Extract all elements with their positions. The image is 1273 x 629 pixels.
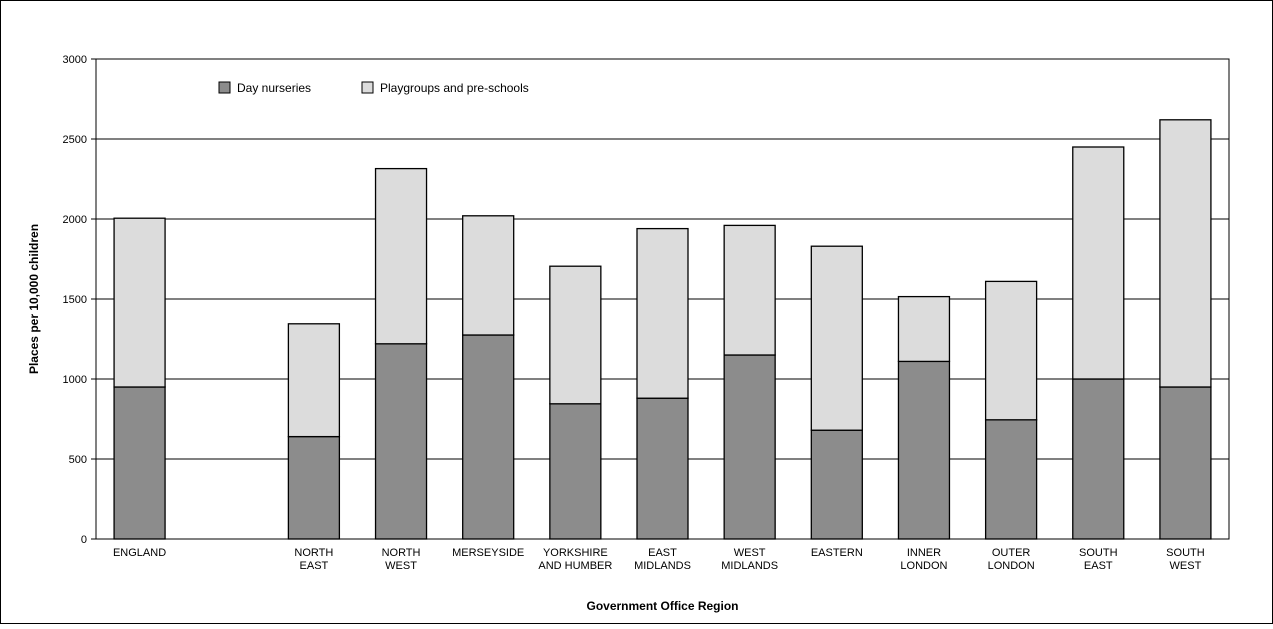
x-category-label: LONDON: [900, 560, 947, 572]
x-category-label: EAST: [300, 560, 329, 572]
legend-swatch-day-nurseries: [218, 81, 231, 94]
x-category-label: AND HUMBER: [538, 560, 612, 572]
x-category-label: WEST: [1170, 560, 1202, 572]
bars: [113, 119, 1212, 540]
bar-segment-day-nurseries: [287, 435, 341, 540]
bar-segment-day-nurseries: [374, 343, 428, 540]
x-category-label: LONDON: [988, 560, 1035, 572]
x-category-label: MIDLANDS: [634, 560, 691, 572]
x-category-label: OUTER: [992, 547, 1031, 559]
bar-segment-day-nurseries: [810, 429, 863, 540]
bar-segment-playgroups: [897, 295, 951, 363]
y-tick-label: 3000: [63, 54, 87, 66]
x-axis-title: Government Office Region: [586, 599, 738, 613]
x-category-label: EAST: [648, 547, 677, 559]
bar-segment-playgroups: [984, 280, 1038, 421]
bar-segment-day-nurseries: [113, 386, 166, 540]
bar-segment-playgroups: [1072, 146, 1125, 380]
bar-segment-playgroups: [113, 217, 166, 388]
x-category-label: EASTERN: [811, 547, 863, 559]
x-category-label: NORTH: [382, 547, 421, 559]
y-tick-label: 0: [81, 534, 87, 546]
bar-segment-day-nurseries: [897, 360, 951, 540]
bar-segment-day-nurseries: [984, 419, 1038, 540]
bar-segment-day-nurseries: [549, 403, 602, 540]
legend-label-playgroups: Playgroups and pre-schools: [380, 81, 529, 95]
y-tick-label: 500: [69, 454, 87, 466]
legend: Day nurseries Playgroups and pre-schools: [218, 81, 529, 95]
x-category-label: SOUTH: [1079, 547, 1118, 559]
x-category-label: SOUTH: [1166, 547, 1205, 559]
x-category-label: ENGLAND: [113, 547, 166, 559]
x-category-label: MERSEYSIDE: [452, 547, 524, 559]
x-category-label: WEST: [385, 560, 417, 572]
y-tick-label: 1500: [63, 294, 87, 306]
bar-segment-day-nurseries: [1159, 386, 1212, 540]
x-category-label: YORKSHIRE: [543, 547, 608, 559]
bar-segment-playgroups: [549, 265, 602, 405]
x-category-label: NORTH: [294, 547, 333, 559]
y-axis-title: Places per 10,000 children: [27, 224, 41, 374]
bar-segment-playgroups: [287, 323, 341, 438]
bar-segment-day-nurseries: [636, 397, 689, 540]
legend-swatch-playgroups: [361, 81, 374, 94]
legend-label-day-nurseries: Day nurseries: [237, 81, 311, 95]
y-axis-ticks: 0 500 1000 1500 2000 2500 3000: [63, 54, 96, 546]
bar-segment-day-nurseries: [462, 334, 515, 540]
bar-segment-day-nurseries: [723, 354, 776, 540]
y-tick-label: 1000: [63, 374, 87, 386]
bar-segment-day-nurseries: [1072, 378, 1125, 540]
y-tick-label: 2500: [63, 134, 87, 146]
bar-segment-playgroups: [723, 224, 776, 356]
bar-segment-playgroups: [810, 245, 863, 431]
bar-segment-playgroups: [462, 215, 515, 336]
x-category-label: MIDLANDS: [721, 560, 778, 572]
x-category-label: INNER: [907, 547, 941, 559]
x-category-label: WEST: [734, 547, 766, 559]
bar-segment-playgroups: [1159, 119, 1212, 388]
bar-segment-playgroups: [636, 227, 689, 399]
y-tick-label: 2000: [63, 214, 87, 226]
x-category-label: EAST: [1084, 560, 1113, 572]
bar-segment-playgroups: [374, 167, 428, 345]
